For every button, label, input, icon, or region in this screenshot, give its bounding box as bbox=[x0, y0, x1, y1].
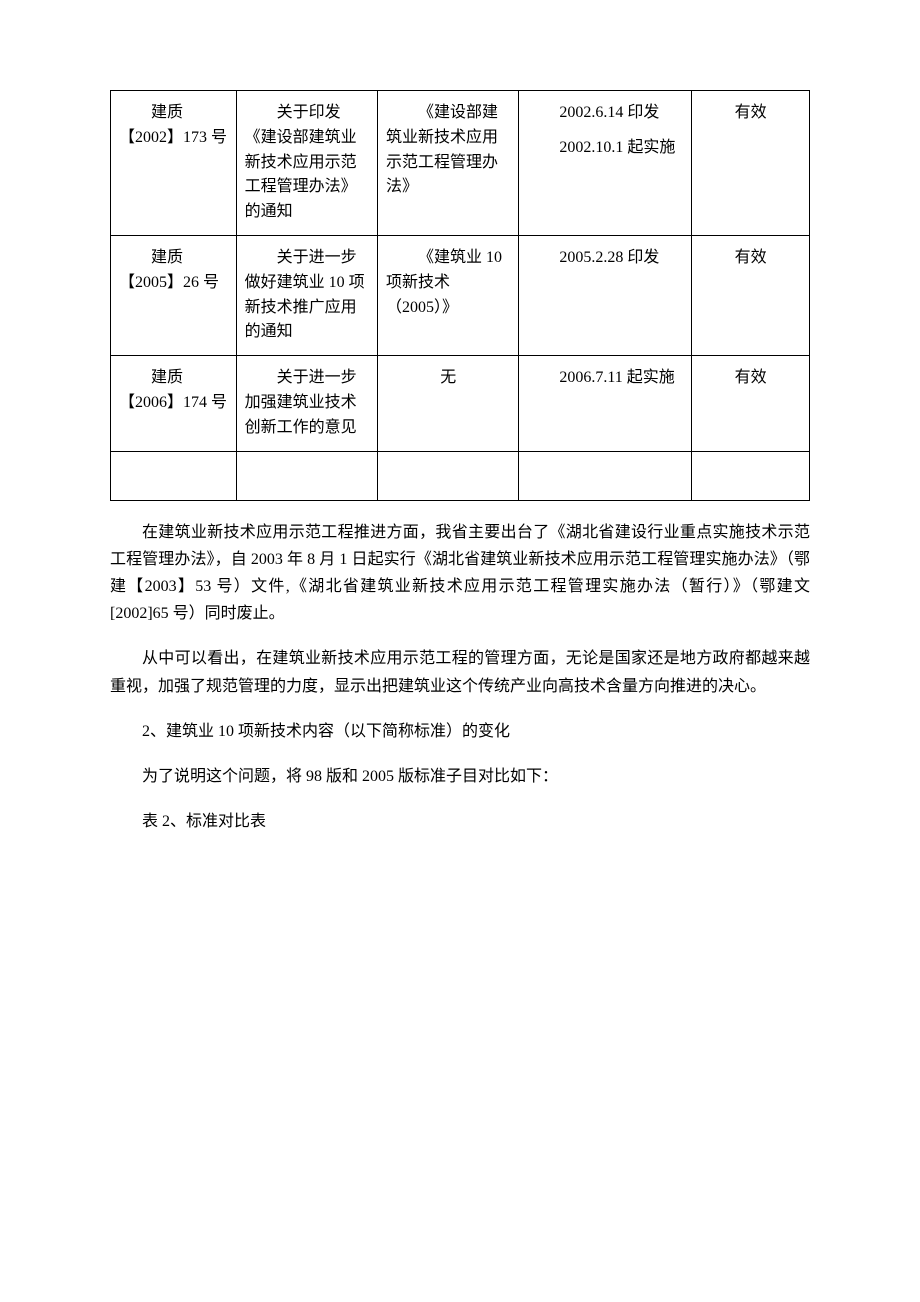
table-cell-title: 关于进一步加强建筑业技术创新工作的意见 bbox=[236, 356, 377, 451]
table-cell-title: 关于印发《建设部建筑业新技术应用示范工程管理办法》的通知 bbox=[236, 91, 377, 236]
table-row-empty bbox=[111, 451, 810, 500]
cell-text: 2005.2.28 印发 bbox=[527, 246, 683, 271]
table-cell-doc-number: 建质【2006】174 号 bbox=[111, 356, 237, 451]
cell-text: 建质【2006】174 号 bbox=[119, 366, 228, 416]
cell-text: 关于进一步做好建筑业 10 项新技术推广应用的通知 bbox=[245, 246, 369, 345]
cell-text: 2002.10.1 起实施 bbox=[527, 136, 683, 161]
table-row: 建质【2006】174 号 关于进一步加强建筑业技术创新工作的意见 无 2006… bbox=[111, 356, 810, 451]
paragraph: 从中可以看出，在建筑业新技术应用示范工程的管理方面，无论是国家还是地方政府都越来… bbox=[110, 627, 810, 699]
cell-text: 建质【2005】26 号 bbox=[119, 246, 228, 296]
table-cell-title: 关于进一步做好建筑业 10 项新技术推广应用的通知 bbox=[236, 235, 377, 355]
table-row: 建质【2002】173 号 关于印发《建设部建筑业新技术应用示范工程管理办法》的… bbox=[111, 91, 810, 236]
table-cell-date: 2006.7.11 起实施 bbox=[519, 356, 692, 451]
table-cell-attachment: 《建设部建筑业新技术应用示范工程管理办法》 bbox=[378, 91, 519, 236]
cell-text: 有效 bbox=[700, 246, 801, 271]
table-cell-empty bbox=[236, 451, 377, 500]
cell-text: 《建设部建筑业新技术应用示范工程管理办法》 bbox=[386, 101, 510, 200]
table-row: 建质【2005】26 号 关于进一步做好建筑业 10 项新技术推广应用的通知 《… bbox=[111, 235, 810, 355]
paragraph: 表 2、标准对比表 bbox=[110, 790, 810, 835]
document-page: 建质【2002】173 号 关于印发《建设部建筑业新技术应用示范工程管理办法》的… bbox=[0, 0, 920, 1302]
table-cell-date: 2002.6.14 印发 2002.10.1 起实施 bbox=[519, 91, 692, 236]
table-cell-doc-number: 建质【2005】26 号 bbox=[111, 235, 237, 355]
cell-text: 有效 bbox=[700, 101, 801, 126]
cell-text: 关于印发《建设部建筑业新技术应用示范工程管理办法》的通知 bbox=[245, 101, 369, 225]
table-cell-doc-number: 建质【2002】173 号 bbox=[111, 91, 237, 236]
policy-table: 建质【2002】173 号 关于印发《建设部建筑业新技术应用示范工程管理办法》的… bbox=[110, 90, 810, 501]
cell-text: 《建筑业 10 项新技术（2005）》 bbox=[386, 246, 510, 320]
paragraph: 2、建筑业 10 项新技术内容（以下简称标准）的变化 bbox=[110, 700, 810, 745]
cell-text: 关于进一步加强建筑业技术创新工作的意见 bbox=[245, 366, 369, 440]
cell-text: 2006.7.11 起实施 bbox=[527, 366, 683, 391]
table-cell-status: 有效 bbox=[692, 356, 810, 451]
table-cell-status: 有效 bbox=[692, 91, 810, 236]
table-cell-attachment: 无 bbox=[378, 356, 519, 451]
cell-text: 2002.6.14 印发 bbox=[527, 101, 683, 126]
table-cell-empty bbox=[378, 451, 519, 500]
table-cell-empty bbox=[692, 451, 810, 500]
cell-text: 建质【2002】173 号 bbox=[119, 101, 228, 151]
table-cell-date: 2005.2.28 印发 bbox=[519, 235, 692, 355]
table-cell-empty bbox=[519, 451, 692, 500]
cell-text: 有效 bbox=[700, 366, 801, 391]
table-cell-empty bbox=[111, 451, 237, 500]
paragraph: 在建筑业新技术应用示范工程推进方面，我省主要出台了《湖北省建设行业重点实施技术示… bbox=[110, 501, 810, 628]
table-cell-status: 有效 bbox=[692, 235, 810, 355]
table-cell-attachment: 《建筑业 10 项新技术（2005）》 bbox=[378, 235, 519, 355]
paragraph: 为了说明这个问题，将 98 版和 2005 版标准子目对比如下： bbox=[110, 745, 810, 790]
cell-text: 无 bbox=[386, 366, 510, 391]
